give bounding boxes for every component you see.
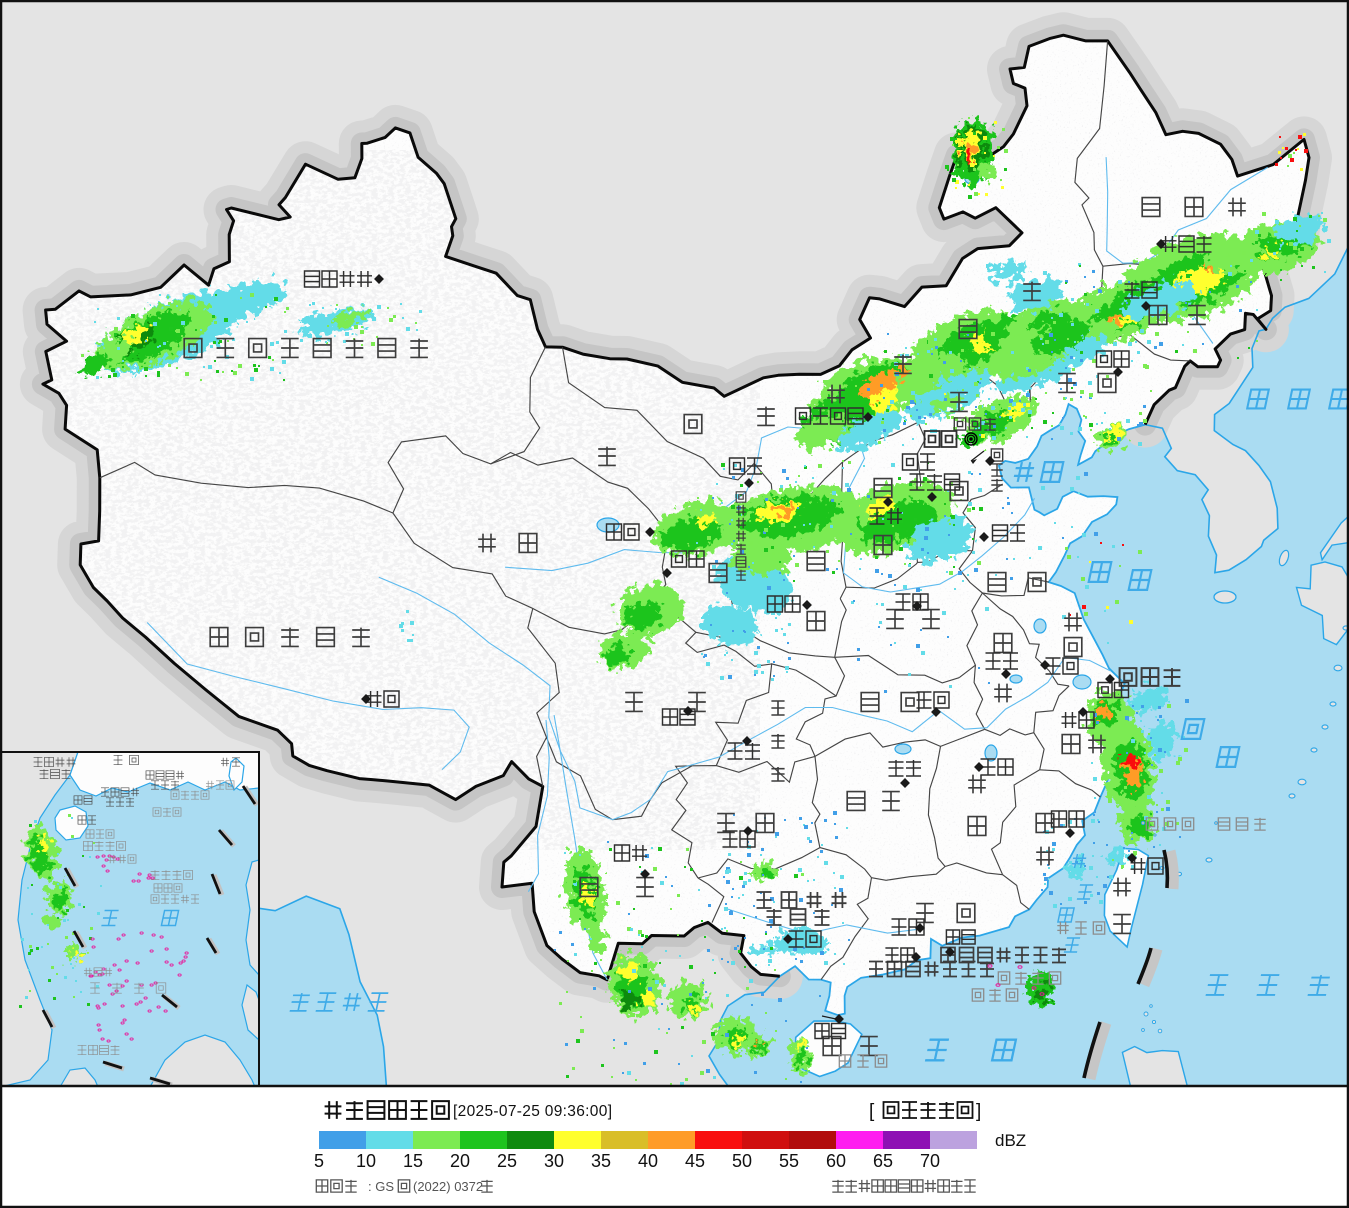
svg-text:5: 5 — [314, 1151, 324, 1171]
svg-text:45: 45 — [685, 1151, 705, 1171]
svg-text:20: 20 — [450, 1151, 470, 1171]
svg-text:55: 55 — [779, 1151, 799, 1171]
svg-text:65: 65 — [873, 1151, 893, 1171]
svg-text:60: 60 — [826, 1151, 846, 1171]
svg-text:(2022) 0372: (2022) 0372 — [413, 1179, 483, 1194]
svg-text:50: 50 — [732, 1151, 752, 1171]
svg-text:: GS: : GS — [368, 1179, 394, 1194]
svg-text:[: [ — [869, 1101, 875, 1122]
svg-text:]: ] — [976, 1101, 981, 1122]
svg-text:70: 70 — [920, 1151, 940, 1171]
svg-text:30: 30 — [544, 1151, 564, 1171]
svg-text:15: 15 — [403, 1151, 423, 1171]
svg-text:40: 40 — [638, 1151, 658, 1171]
svg-text:dBZ: dBZ — [995, 1131, 1026, 1150]
svg-text:[2025-07-25 09:36:00]: [2025-07-25 09:36:00] — [453, 1103, 612, 1120]
svg-text:10: 10 — [356, 1151, 376, 1171]
svg-text:35: 35 — [591, 1151, 611, 1171]
svg-text:25: 25 — [497, 1151, 517, 1171]
